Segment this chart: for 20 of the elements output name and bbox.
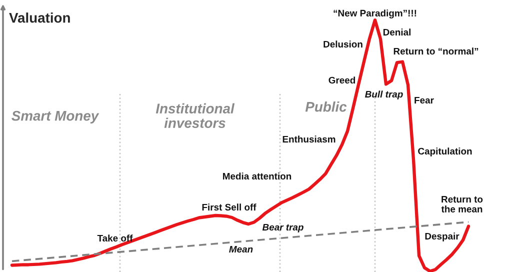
annotation: Return to the mean — [441, 196, 483, 212]
annotation: Denial — [383, 28, 411, 36]
annotation: Mean — [229, 246, 253, 253]
annotation: Institutional investors — [156, 103, 235, 128]
annotation: Fear — [414, 96, 434, 104]
annotation: Capitulation — [418, 148, 472, 156]
annotation: Delusion — [324, 40, 362, 48]
annotation: Greed — [328, 76, 356, 84]
annotation: Media attention — [223, 172, 292, 180]
annotation: Despair — [425, 232, 460, 242]
text: “New Paradigm”!!! — [334, 10, 416, 18]
annotation: Public — [305, 102, 347, 112]
annotation: Bull trap — [365, 90, 403, 100]
annotation: Take off — [97, 234, 133, 242]
annotation: First Sell off — [202, 204, 256, 211]
annotation: Bear trap — [262, 224, 304, 232]
annotation: Smart Money — [12, 110, 100, 124]
annotation: Enthusiasm — [282, 136, 336, 143]
annotation: Return to “normal” — [394, 48, 478, 55]
y-axis-title: Valuation — [9, 12, 70, 23]
